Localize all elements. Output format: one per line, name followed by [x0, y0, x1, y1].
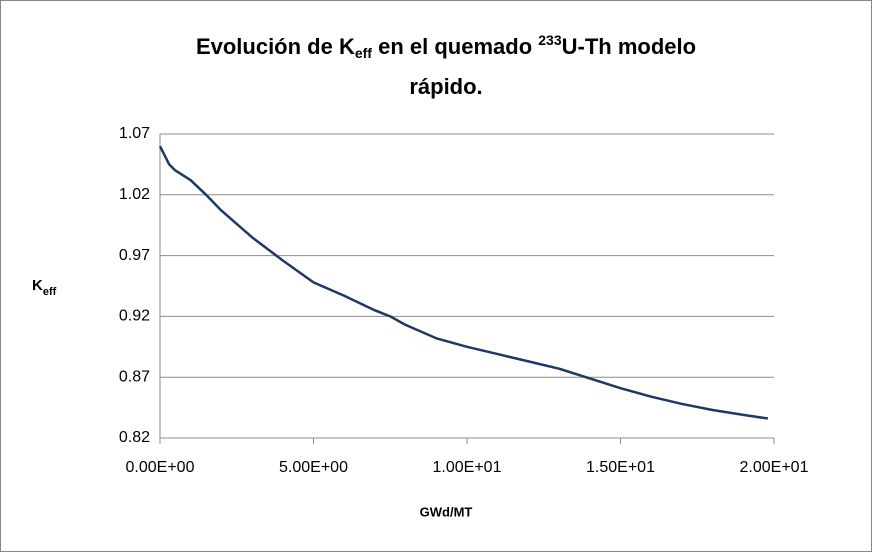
y-label-subscript: eff	[43, 286, 57, 298]
title-part: U-Th modelo	[562, 34, 696, 59]
chart-title: rápido.	[409, 74, 482, 99]
y-tick-label: 0.82	[119, 429, 150, 446]
x-tick-label: 1.50E+01	[586, 459, 655, 476]
title-superscript: 233	[538, 32, 562, 48]
x-tick-label: 0.00E+00	[126, 459, 195, 476]
x-tick-label: 1.00E+01	[433, 459, 502, 476]
y-tick-label: 0.92	[119, 308, 150, 325]
y-axis-label: Keff	[32, 277, 57, 298]
y-tick-label: 1.07	[119, 125, 150, 142]
y-tick-label: 1.02	[119, 186, 150, 203]
title-part: Evolución de K	[196, 34, 355, 59]
x-tick-label: 5.00E+00	[279, 459, 348, 476]
y-tick-label: 0.97	[119, 247, 150, 264]
title-subscript: eff	[355, 45, 372, 61]
y-label-part: K	[32, 277, 43, 294]
y-tick-label: 0.87	[119, 368, 150, 385]
x-axis-label: GWd/MT	[420, 504, 473, 519]
x-tick-label: 2.00E+01	[740, 459, 809, 476]
chart-title: Evolución de Keff en el quemado 233U-Th …	[196, 32, 696, 61]
data-line	[158, 145, 769, 420]
title-part: en el quemado	[372, 34, 538, 59]
